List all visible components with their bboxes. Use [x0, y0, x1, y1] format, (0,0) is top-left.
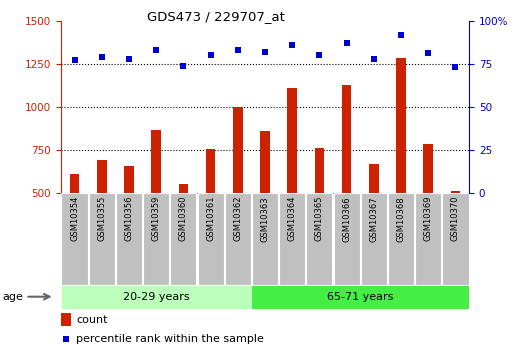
Text: GSM10355: GSM10355	[98, 196, 106, 241]
Bar	[143, 193, 169, 285]
Bar	[61, 285, 251, 309]
Point	[424, 51, 432, 56]
Bar	[443, 193, 469, 285]
Bar	[170, 193, 197, 285]
Bar	[306, 193, 332, 285]
Point	[234, 47, 242, 53]
Bar	[251, 285, 469, 309]
Text: GSM10359: GSM10359	[152, 196, 161, 241]
Text: GSM10367: GSM10367	[369, 196, 378, 241]
Point	[179, 63, 188, 68]
Bar	[361, 193, 387, 285]
Bar	[61, 193, 87, 285]
Bar	[124, 166, 134, 279]
Bar	[315, 148, 324, 279]
Text: age: age	[3, 292, 23, 302]
Text: GSM10365: GSM10365	[315, 196, 324, 241]
Text: GSM10356: GSM10356	[125, 196, 134, 241]
Bar	[279, 193, 305, 285]
Text: GSM10364: GSM10364	[288, 196, 297, 241]
Bar	[252, 193, 278, 285]
Point	[451, 65, 460, 70]
Point	[125, 56, 133, 61]
Bar	[233, 107, 243, 279]
Text: GSM10354: GSM10354	[70, 196, 79, 241]
Bar	[198, 193, 224, 285]
Text: GSM10366: GSM10366	[342, 196, 351, 241]
Bar	[260, 131, 270, 279]
Bar	[388, 193, 414, 285]
Point	[152, 47, 161, 53]
Text: GDS473 / 229707_at: GDS473 / 229707_at	[147, 10, 285, 23]
Text: GSM10363: GSM10363	[261, 196, 269, 241]
Point	[70, 58, 79, 63]
Point	[397, 32, 405, 37]
Point	[206, 52, 215, 58]
Text: 65-71 years: 65-71 years	[327, 292, 393, 302]
Bar	[342, 85, 351, 279]
Point	[98, 54, 106, 60]
Bar	[415, 193, 441, 285]
Point	[315, 52, 324, 58]
Point	[342, 40, 351, 46]
Bar	[396, 58, 406, 279]
Bar	[333, 193, 360, 285]
Bar	[70, 174, 80, 279]
Bar	[97, 160, 107, 279]
Bar	[423, 144, 433, 279]
Bar	[179, 184, 188, 279]
Bar	[116, 193, 142, 285]
Bar	[287, 88, 297, 279]
Text: count: count	[76, 315, 108, 325]
Text: GSM10368: GSM10368	[396, 196, 405, 241]
Bar	[61, 313, 71, 326]
Point	[369, 56, 378, 61]
Text: 20-29 years: 20-29 years	[123, 292, 190, 302]
Point	[288, 42, 296, 48]
Bar	[225, 193, 251, 285]
Text: GSM10361: GSM10361	[206, 196, 215, 241]
Bar	[450, 191, 460, 279]
Bar	[89, 193, 115, 285]
Text: GSM10360: GSM10360	[179, 196, 188, 241]
Point	[261, 49, 269, 55]
Bar	[206, 149, 215, 279]
Text: GSM10362: GSM10362	[233, 196, 242, 241]
Text: percentile rank within the sample: percentile rank within the sample	[76, 334, 264, 344]
Text: GSM10370: GSM10370	[451, 196, 460, 241]
Bar	[369, 164, 378, 279]
Text: GSM10369: GSM10369	[424, 196, 432, 241]
Point	[61, 336, 70, 342]
Bar	[152, 130, 161, 279]
